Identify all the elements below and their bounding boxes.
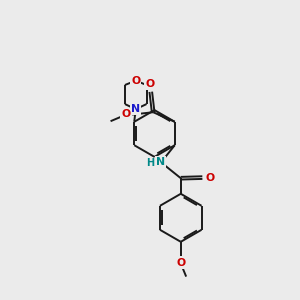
Text: O: O	[146, 79, 155, 89]
Text: O: O	[122, 109, 131, 119]
Text: O: O	[131, 76, 140, 86]
Text: N: N	[156, 157, 165, 167]
Text: H: H	[146, 158, 154, 168]
Text: O: O	[176, 258, 185, 268]
Text: N: N	[131, 104, 140, 114]
Text: O: O	[206, 172, 215, 183]
